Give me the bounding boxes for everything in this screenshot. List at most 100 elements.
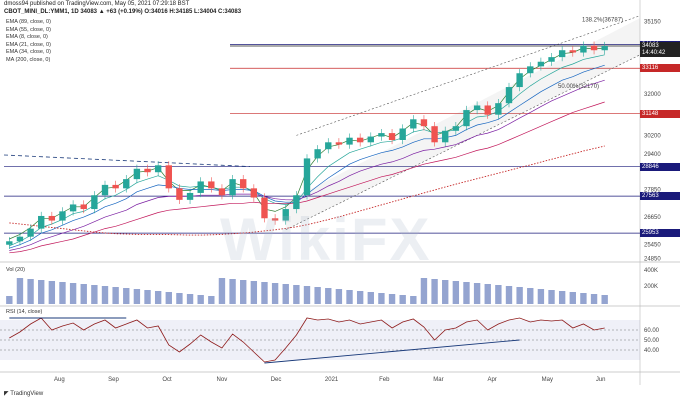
volume-bar xyxy=(165,292,172,304)
candle-body xyxy=(516,73,523,88)
candle-body xyxy=(484,105,491,115)
candle-body xyxy=(176,188,183,200)
volume-bar xyxy=(38,280,45,304)
candle-body xyxy=(69,204,77,212)
candle-body xyxy=(261,197,268,219)
volume-bar xyxy=(303,286,311,304)
legend-ma200[interactable]: MA (200, close, 0) xyxy=(6,56,51,63)
candle-body xyxy=(335,142,343,145)
fib-label: 50.00%(32170) xyxy=(558,84,599,90)
candle-body xyxy=(505,87,513,104)
price-tick-label: 24850 xyxy=(644,257,661,263)
volume-bar xyxy=(112,287,119,304)
candle-body xyxy=(548,57,555,62)
candle-body xyxy=(38,215,45,229)
x-tick-label: May xyxy=(542,377,553,383)
volume-bar xyxy=(399,295,406,304)
price-tag: 31148 xyxy=(640,109,680,118)
candle-body xyxy=(527,66,534,74)
volume-bar xyxy=(6,296,13,304)
rsi-support-line xyxy=(264,339,520,364)
x-tick-label: Mar xyxy=(433,377,443,383)
rsi-label: RSI (14, close) xyxy=(6,309,43,315)
volume-bar xyxy=(314,287,321,304)
volume-bar xyxy=(91,285,98,304)
candle-body xyxy=(197,181,204,193)
volume-tick-label: 400K xyxy=(644,268,658,274)
author-line: dmoss94 published on TradingView.com, Ma… xyxy=(4,1,190,7)
legend-ema8[interactable]: EMA (8, close, 0) xyxy=(6,34,48,41)
candle-body xyxy=(346,137,353,145)
candle-body xyxy=(112,184,119,189)
volume-bar xyxy=(250,281,258,304)
x-tick-label: Nov xyxy=(217,377,228,383)
volume-tick-label: 200K xyxy=(644,284,658,290)
price-tick-label: 29400 xyxy=(644,152,661,158)
volume-bar xyxy=(59,282,66,304)
x-tick-label: Aug xyxy=(54,377,65,383)
candle-body xyxy=(601,46,608,51)
candle-body xyxy=(240,179,247,189)
volume-bar xyxy=(240,280,247,304)
candle-body xyxy=(590,45,598,51)
x-tick-label: Jun xyxy=(596,377,606,383)
volume-bar xyxy=(261,282,268,304)
price-tick-label: 30200 xyxy=(644,133,661,139)
volume-bar xyxy=(484,284,491,304)
x-tick-label: 2021 xyxy=(325,377,339,383)
volume-bar xyxy=(282,284,289,304)
fib-label: 138.2%(36787) xyxy=(582,17,623,23)
legend-ema55[interactable]: EMA (55, close, 0) xyxy=(6,26,51,33)
candle-body xyxy=(27,228,34,237)
candle-body xyxy=(452,126,460,131)
candle-body xyxy=(133,168,141,180)
candle-body xyxy=(59,211,66,221)
volume-bar xyxy=(463,282,470,304)
volume-bar xyxy=(516,287,523,304)
x-tick-label: Oct xyxy=(162,377,172,383)
price-tick-label: 35150 xyxy=(644,19,661,25)
volume-bar xyxy=(229,279,236,304)
volume-bar xyxy=(367,292,374,304)
volume-bar xyxy=(133,289,141,304)
candle-body xyxy=(48,215,56,221)
volume-bar xyxy=(208,296,215,304)
candle-body xyxy=(229,179,236,196)
rsi-tick-label: 50.00 xyxy=(644,338,660,344)
x-tick-label: Dec xyxy=(271,377,282,383)
candle-body xyxy=(16,236,24,242)
candle-body xyxy=(388,133,396,140)
price-tag: 27563 xyxy=(640,192,680,201)
candle-body xyxy=(325,142,332,150)
indicator-legend: EMA (89, close, 0) EMA (55, close, 0) EM… xyxy=(6,19,51,65)
volume-bar xyxy=(356,291,364,304)
volume-bar xyxy=(590,294,598,304)
volume-bar xyxy=(473,283,481,304)
volume-bar xyxy=(186,294,194,304)
candle-body xyxy=(144,168,151,173)
candle-body xyxy=(101,184,109,196)
candle-body xyxy=(80,204,87,210)
dashed-trendline xyxy=(3,154,251,167)
candle-body xyxy=(165,165,172,189)
price-tag: 33116 xyxy=(640,64,680,73)
candle-body xyxy=(271,218,279,221)
rsi-line xyxy=(9,317,605,363)
volume-bar xyxy=(442,280,449,304)
legend-ema89[interactable]: EMA (89, close, 0) xyxy=(6,19,51,25)
volume-bar xyxy=(431,279,438,304)
candle-body xyxy=(208,181,215,189)
legend-ema34[interactable]: EMA (34, close, 0) xyxy=(6,49,51,56)
price-tick-label: 25450 xyxy=(644,243,661,249)
series-line xyxy=(9,145,605,236)
legend-ema21[interactable]: EMA (21, close, 0) xyxy=(6,41,51,48)
tradingview-logo: ◤ TradingView xyxy=(4,391,44,397)
volume-bar xyxy=(16,278,24,304)
price-tag: 34083 xyxy=(640,42,680,50)
volume-bar xyxy=(548,290,555,304)
candle-body xyxy=(495,103,502,115)
volume-bar xyxy=(271,283,279,304)
volume-bar xyxy=(378,293,385,304)
volume-bar xyxy=(69,283,77,304)
